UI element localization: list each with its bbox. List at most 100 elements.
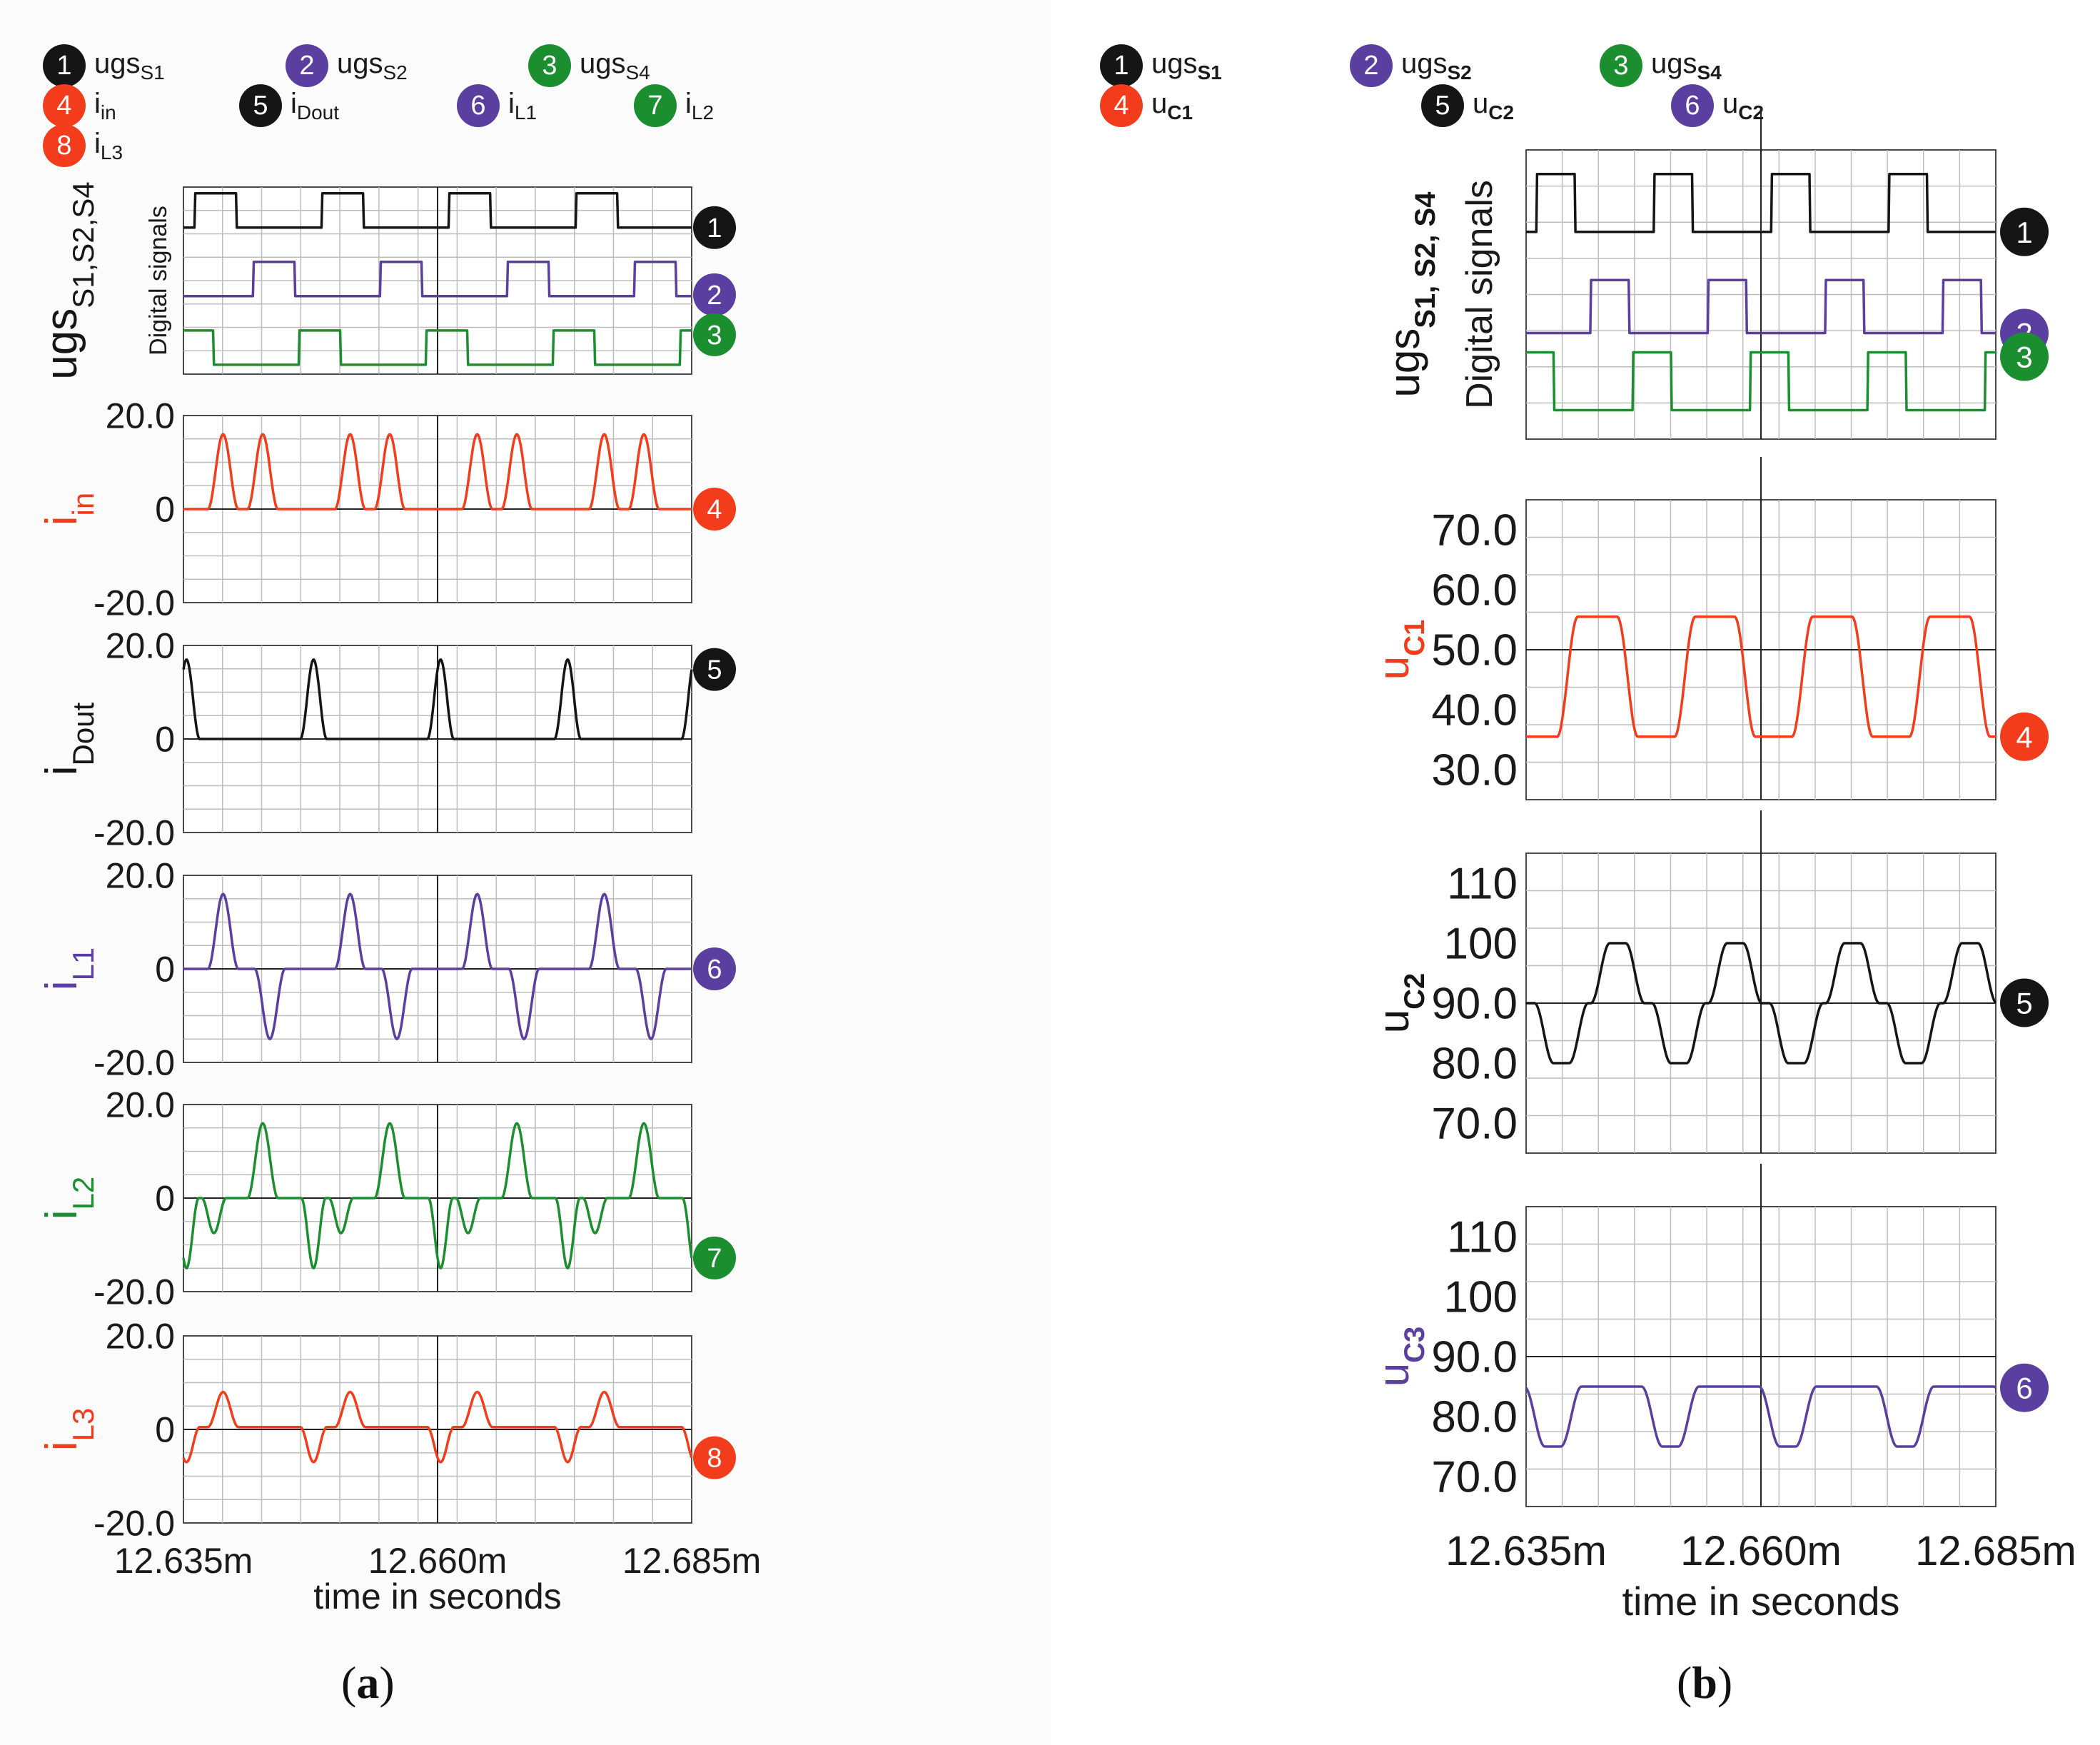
series-marker-i_L2-a xyxy=(693,1236,736,1279)
legend-item-4: 4 iin xyxy=(43,84,116,127)
legend-label-4: iin xyxy=(94,87,116,124)
ylabel-b-3: uC3 xyxy=(1370,1327,1430,1387)
series-marker-num-u_C1-b: 4 xyxy=(2016,720,2032,754)
series-line-ugs_S4-a xyxy=(183,329,692,366)
xtick-b-3-1: 12.660m xyxy=(1680,1528,1842,1574)
legend-item-3: 3 ugsS4 xyxy=(1600,44,1722,87)
series-marker-num-ugs_S1-a: 1 xyxy=(707,213,722,243)
ytick-b-2-3: 80.0 xyxy=(1431,1040,1518,1089)
xtick-b-3-0: 12.635m xyxy=(1445,1528,1607,1574)
series-marker-num-u_C3-b: 6 xyxy=(2016,1372,2032,1405)
ytick-b-3-0: 110 xyxy=(1447,1213,1518,1262)
legend-item-3: 3 ugsS4 xyxy=(528,44,650,87)
ytick-b-2-2: 90.0 xyxy=(1431,980,1518,1029)
series-marker-i_in-a xyxy=(693,488,736,530)
legend-item-6: 6 iL1 xyxy=(457,84,537,127)
legend-marker-5: 5 xyxy=(1421,84,1464,127)
ytick-a-2-0: 20.0 xyxy=(106,626,175,666)
legend-marker-1: 1 xyxy=(1100,44,1143,87)
series-marker-i_Dout-a xyxy=(693,648,736,691)
legend-item-2: 2 ugsS2 xyxy=(286,44,408,87)
series-marker-num-i_L2-a: 7 xyxy=(707,1244,722,1274)
series-line-i_Dout-a xyxy=(182,658,693,740)
legend-item-5: 5 iDout xyxy=(239,84,339,127)
legend-label-2: ugsS2 xyxy=(337,47,408,84)
ytick-b-1-3: 40.0 xyxy=(1431,686,1518,735)
ylabel-a-2: iDout xyxy=(37,702,100,775)
series-line-i_L3-a xyxy=(182,1390,693,1464)
legend-label-1: ugsS1 xyxy=(1151,47,1222,84)
legend-marker-5: 5 xyxy=(239,84,282,127)
xtick-a-5-0: 12.635m xyxy=(114,1541,253,1581)
legend-label-1: ugsS1 xyxy=(94,47,165,84)
legend-label-7: iL2 xyxy=(685,87,715,124)
series-line-i_L1-a xyxy=(183,892,692,1041)
series-marker-i_L1-a xyxy=(693,947,736,990)
ytick-a-2-1: 0 xyxy=(155,720,175,760)
ytick-a-3-0: 20.0 xyxy=(106,856,175,896)
legend-label-5: iDout xyxy=(291,87,340,124)
xtick-a-5-2: 12.685m xyxy=(622,1541,762,1581)
legend-label-4: uC1 xyxy=(1151,87,1193,124)
series-marker-num-ugs_S4-a: 3 xyxy=(707,321,722,351)
ytick-a-5-0: 20.0 xyxy=(106,1317,175,1357)
panel-b: 1 ugsS1 2 ugsS2 3 ugsS4 4 uC1 5 uC2 6 uC2 (b) xyxy=(1050,0,2100,1745)
ytick-a-3-2: -20.0 xyxy=(94,1043,175,1083)
ylabel-b-2: uC2 xyxy=(1370,973,1430,1034)
ylabel-a-3: iL1 xyxy=(37,947,100,991)
series-marker-ugs_S4-b xyxy=(2000,332,2049,381)
series-line-u_C1-b xyxy=(1525,615,1996,738)
xlabel-a-5: time in seconds xyxy=(313,1576,561,1616)
ylabel-a-0: ugsS1,S2,S4 xyxy=(37,181,100,379)
ytick-a-1-2: -20.0 xyxy=(94,583,175,623)
ytick-b-1-2: 50.0 xyxy=(1431,626,1518,675)
series-line-ugs_S4-b xyxy=(1525,351,1996,412)
ylabel-a-4: iL2 xyxy=(37,1177,100,1220)
caption-a: (a) xyxy=(341,1657,395,1708)
ytick-a-4-0: 20.0 xyxy=(106,1085,175,1125)
ylabel-b-0: ugsS1, S2, S4 xyxy=(1380,191,1441,398)
caption-b: (b) xyxy=(1677,1657,1733,1708)
legend-item-8: 8 iL3 xyxy=(43,124,123,167)
legend-label-8: iL3 xyxy=(94,127,123,164)
series-line-ugs_S2-b xyxy=(1525,278,1996,335)
legend-label-6: uC2 xyxy=(1722,87,1765,124)
legend-item-6: 6 uC2 xyxy=(1671,84,1764,127)
inner-label-a-0: Digital signals xyxy=(145,206,172,356)
series-marker-num-i_Dout-a: 5 xyxy=(707,655,722,685)
series-marker-ugs_S2-a xyxy=(693,273,736,316)
legend-marker-7: 7 xyxy=(634,84,677,127)
ytick-a-1-1: 0 xyxy=(155,490,175,530)
xlabel-b-3: time in seconds xyxy=(1622,1579,1899,1624)
legend-marker-2: 2 xyxy=(1350,44,1393,87)
series-marker-i_L3-a xyxy=(693,1436,736,1479)
ytick-a-4-1: 0 xyxy=(155,1179,175,1219)
ytick-b-3-1: 100 xyxy=(1444,1273,1518,1322)
series-marker-u_C2-b xyxy=(2000,978,2049,1027)
ytick-b-2-0: 110 xyxy=(1447,860,1518,909)
ytick-b-2-4: 70.0 xyxy=(1431,1100,1518,1149)
legend-marker-1: 1 xyxy=(43,44,86,87)
legend-label-3: ugsS4 xyxy=(1651,47,1722,84)
inner-label-b-0: Digital signals xyxy=(1459,180,1500,409)
series-marker-num-ugs_S1-b: 1 xyxy=(2016,216,2032,249)
legend-marker-8: 8 xyxy=(43,124,86,167)
series-marker-num-i_in-a: 4 xyxy=(707,495,722,525)
xtick-a-5-1: 12.660m xyxy=(368,1541,508,1581)
series-marker-ugs_S1-b xyxy=(2000,207,2049,256)
series-marker-num-ugs_S2-a: 2 xyxy=(707,281,722,311)
legend-item-7: 7 iL2 xyxy=(634,84,714,127)
legend-marker-4: 4 xyxy=(1100,84,1143,127)
ytick-a-2-2: -20.0 xyxy=(94,813,175,853)
legend-marker-6: 6 xyxy=(1671,84,1714,127)
series-line-ugs_S2-a xyxy=(183,261,692,298)
ytick-b-1-1: 60.0 xyxy=(1431,566,1518,615)
series-line-i_L2-a xyxy=(182,1122,693,1269)
legend-marker-6: 6 xyxy=(457,84,500,127)
legend-item-4: 4 uC1 xyxy=(1100,84,1193,127)
legend-label-5: uC2 xyxy=(1473,87,1515,124)
legend-marker-3: 3 xyxy=(528,44,571,87)
legend-marker-3: 3 xyxy=(1600,44,1642,87)
ylabel-b-1: uC1 xyxy=(1370,620,1430,680)
